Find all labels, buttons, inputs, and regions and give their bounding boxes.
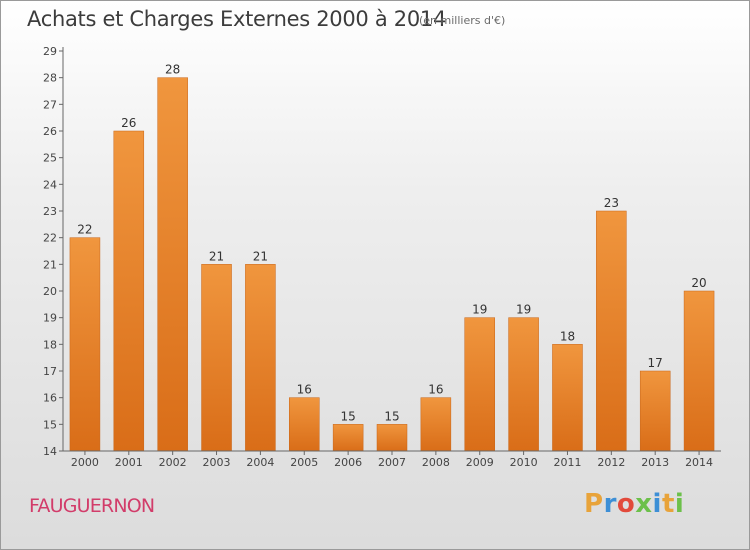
brand-letter: t	[661, 489, 675, 519]
brand-letter: P	[584, 489, 604, 519]
bar	[464, 317, 495, 452]
x-tick-label: 2010	[510, 456, 538, 469]
y-tick-label: 25	[43, 152, 57, 165]
bar	[596, 210, 627, 452]
brand-letter: r	[603, 489, 617, 519]
y-tick-label: 15	[43, 418, 57, 431]
x-tick-label: 2005	[290, 456, 318, 469]
y-tick-label: 18	[43, 338, 57, 351]
bar-value-label: 16	[428, 383, 443, 397]
bar-value-label: 21	[253, 249, 268, 263]
bar	[639, 370, 671, 452]
x-tick-label: 2002	[159, 456, 187, 469]
bar	[245, 264, 276, 452]
x-tick-label: 2001	[115, 456, 143, 469]
y-tick-label: 14	[43, 445, 57, 458]
bar-value-label: 15	[340, 409, 355, 423]
x-tick-label: 2012	[597, 456, 625, 469]
y-tick-label: 17	[43, 365, 57, 378]
bar	[69, 237, 101, 452]
bar	[157, 77, 188, 452]
bar	[508, 317, 539, 452]
bar	[289, 397, 320, 452]
y-tick-label: 28	[43, 72, 57, 85]
y-tick-label: 23	[43, 205, 57, 218]
bar-value-label: 26	[121, 116, 136, 130]
x-tick-label: 2006	[334, 456, 362, 469]
bar	[552, 344, 583, 452]
chart-title: Achats et Charges Externes 2000 à 2014	[27, 7, 447, 31]
y-tick-label: 24	[43, 178, 57, 191]
bar-value-label: 15	[384, 409, 399, 423]
x-tick-label: 2008	[422, 456, 450, 469]
bar	[376, 424, 408, 452]
x-tick-label: 2004	[246, 456, 274, 469]
chart-subtitle: (en milliers d'€)	[419, 14, 506, 27]
bar-value-label: 20	[691, 276, 706, 290]
bar-value-label: 16	[297, 383, 312, 397]
bar	[683, 290, 715, 452]
brand-logo[interactable]: Proxiti	[584, 489, 684, 519]
bar	[201, 264, 232, 452]
x-tick-label: 2013	[641, 456, 669, 469]
bar-value-label: 17	[648, 356, 663, 370]
x-tick-label: 2014	[685, 456, 713, 469]
bar-value-label: 21	[209, 249, 224, 263]
x-tick-label: 2003	[203, 456, 231, 469]
bar-value-label: 19	[472, 303, 487, 317]
brand-letter: x	[635, 489, 653, 519]
brand-letter: o	[616, 489, 636, 519]
x-tick-label: 2009	[466, 456, 494, 469]
bar	[420, 397, 452, 452]
y-tick-label: 22	[43, 232, 57, 245]
y-tick-label: 21	[43, 258, 57, 271]
x-tick-label: 2007	[378, 456, 406, 469]
y-tick-label: 29	[43, 45, 57, 58]
bar-value-label: 19	[516, 303, 531, 317]
brand-letter: i	[652, 489, 662, 519]
x-tick-label: 2000	[71, 456, 99, 469]
bar-value-label: 18	[560, 329, 575, 343]
y-axis: 14 15 16 17 18 19 20 21 22 23 24 25 26 27 28 29	[43, 45, 64, 458]
x-tick-label: 2011	[553, 456, 581, 469]
y-tick-label: 26	[43, 125, 57, 138]
bar-value-label: 22	[77, 223, 92, 237]
bar-value-label: 28	[165, 63, 180, 77]
y-tick-label: 20	[43, 285, 57, 298]
y-tick-label: 27	[43, 98, 57, 111]
y-tick-label: 16	[43, 392, 57, 405]
y-tick-label: 19	[43, 312, 57, 325]
place-name: FAUGUERNON	[29, 495, 155, 517]
bar	[113, 130, 145, 452]
bar-value-label: 23	[604, 196, 619, 210]
bar	[332, 424, 364, 452]
x-axis: 2000 2001 2002 2003 2004 2005 2006 2007 2008 2009…	[63, 450, 721, 469]
brand-letter: i	[674, 489, 685, 519]
bars-group: 22 26 28 21 21 16 15 15 16 19 19 18 23 17 20	[69, 63, 715, 452]
